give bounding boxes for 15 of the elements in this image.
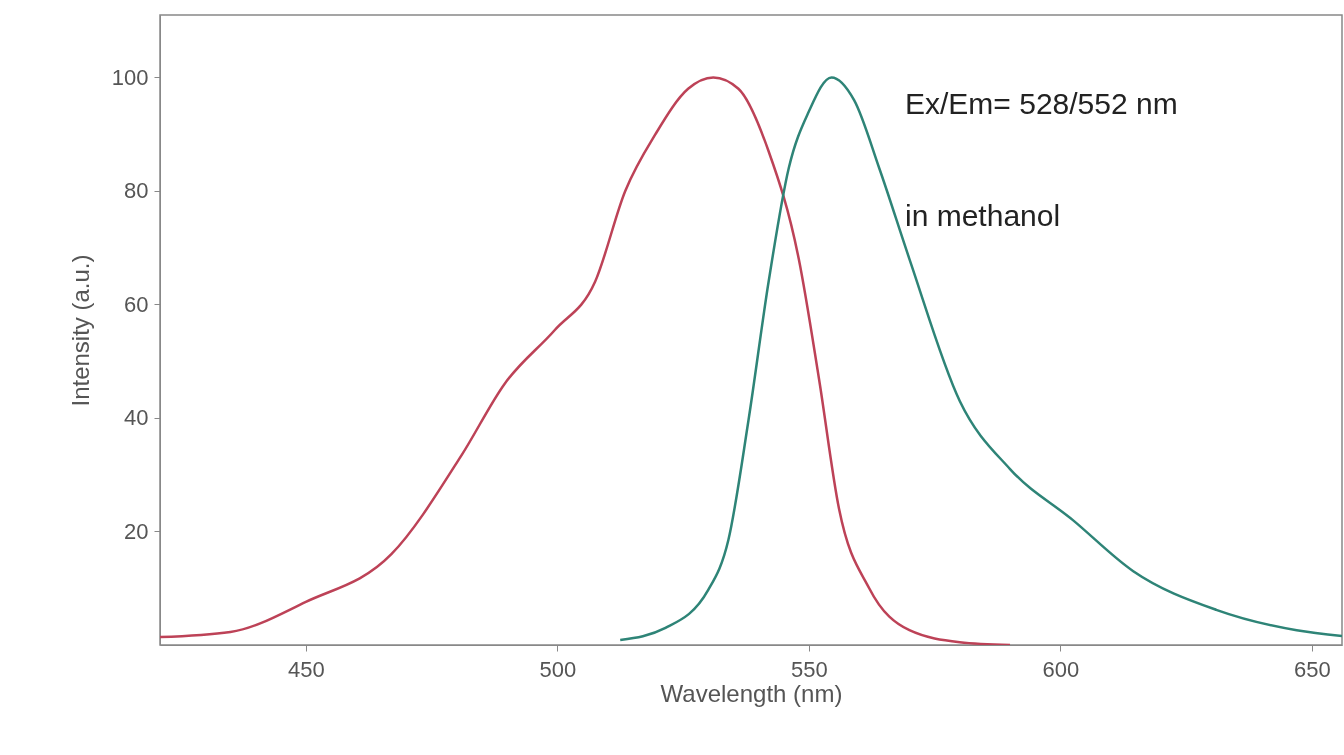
annotation: in methanol bbox=[905, 199, 1061, 232]
y-tick-label: 60 bbox=[124, 291, 149, 317]
x-tick-label: 450 bbox=[288, 656, 325, 682]
y-tick-label: 80 bbox=[124, 178, 149, 204]
y-axis-title: Intensity (a.u.) bbox=[66, 254, 94, 407]
y-tick-label: 40 bbox=[124, 405, 149, 431]
x-tick-label: 650 bbox=[1293, 656, 1331, 682]
y-tick-label: 100 bbox=[111, 64, 149, 90]
line-series bbox=[618, 76, 1342, 642]
x-tick-label: 550 bbox=[790, 656, 828, 682]
x-tick-label: 600 bbox=[1042, 656, 1080, 682]
y-tick-label: 20 bbox=[124, 518, 149, 544]
x-tick-label: 500 bbox=[539, 656, 577, 682]
x-axis-title: Wavelength (nm) bbox=[660, 679, 843, 707]
annotation: Ex/Em= 528/552 nm bbox=[905, 87, 1178, 120]
